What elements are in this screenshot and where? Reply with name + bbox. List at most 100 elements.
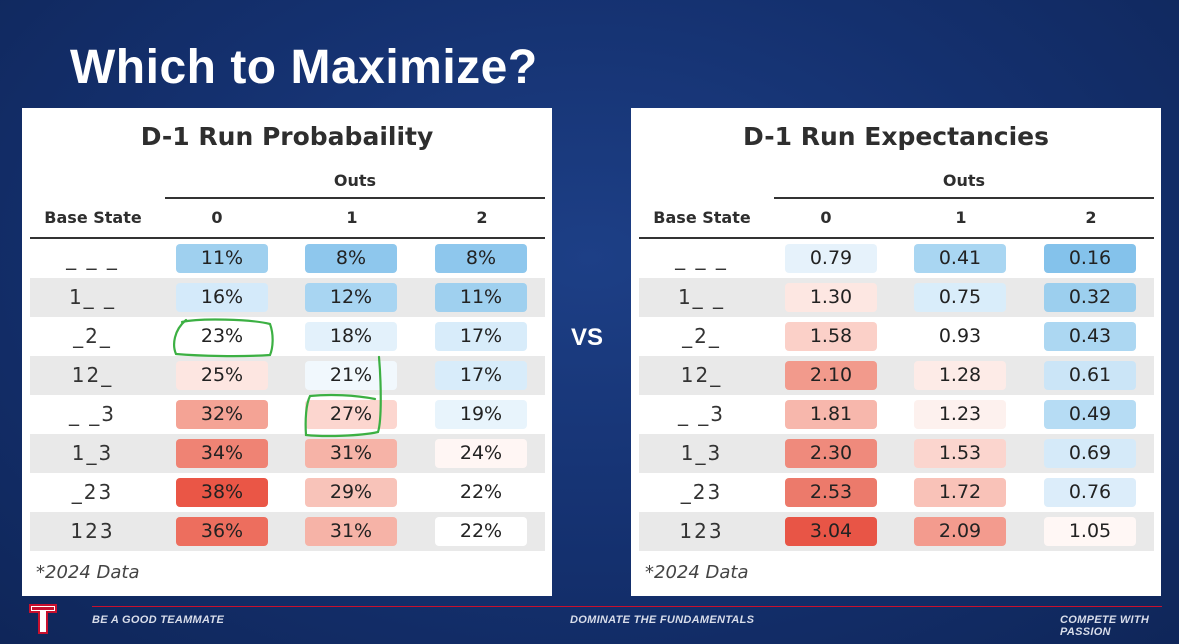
value-cell-1-outs: 31%	[305, 439, 397, 468]
table-body: _ _ _ 0.79 0.41 0.16 1_ _ 1.30 0.75 0.32 _2_ 1.58…	[639, 239, 1154, 551]
value-cell-2-outs: 0.76	[1044, 478, 1136, 507]
value-cell-0-outs: 1.58	[785, 322, 877, 351]
table-row: 1_3 2.30 1.53 0.69	[639, 434, 1154, 473]
value-cell-1-outs: 1.72	[914, 478, 1006, 507]
base-state-header: Base State	[44, 208, 142, 227]
table-row: 1_ _ 1.30 0.75 0.32	[639, 278, 1154, 317]
value-cell-0-outs: 2.53	[785, 478, 877, 507]
base-state-cell: _23	[680, 480, 723, 504]
table-row: 1_3 34% 31% 24%	[30, 434, 545, 473]
value-cell-0-outs: 2.30	[785, 439, 877, 468]
base-state-cell: _ _3	[677, 402, 726, 426]
column-header-0-outs: 0	[820, 208, 832, 227]
value-cell-2-outs: 19%	[435, 400, 527, 429]
table-title: D-1 Run Probabaility	[140, 122, 434, 151]
value-cell-2-outs: 0.49	[1044, 400, 1136, 429]
outs-group-header: Outs	[942, 171, 986, 190]
header-divider	[639, 237, 1154, 239]
base-state-cell: 1_ _	[68, 285, 117, 309]
column-header-2-outs: 2	[1085, 208, 1097, 227]
base-state-cell: _ _ _	[66, 246, 119, 270]
value-cell-0-outs: 34%	[176, 439, 268, 468]
value-cell-0-outs: 32%	[176, 400, 268, 429]
value-cell-2-outs: 24%	[435, 439, 527, 468]
value-cell-1-outs: 0.93	[914, 322, 1006, 351]
header-divider	[30, 237, 545, 239]
value-cell-1-outs: 21%	[305, 361, 397, 390]
table-body: _ _ _ 11% 8% 8% 1_ _ 16% 12% 11% _2_ 23% 18% 17% 12_…	[30, 239, 545, 551]
value-cell-1-outs: 2.09	[914, 517, 1006, 546]
run-expectancy-table: D-1 Run Expectancies Outs Base State 0 1…	[631, 108, 1161, 596]
value-cell-0-outs: 38%	[176, 478, 268, 507]
value-cell-0-outs: 23%	[176, 322, 268, 351]
table-row: 123 3.04 2.09 1.05	[639, 512, 1154, 551]
value-cell-0-outs: 25%	[176, 361, 268, 390]
value-cell-1-outs: 31%	[305, 517, 397, 546]
value-cell-0-outs: 1.81	[785, 400, 877, 429]
base-state-cell: _2_	[682, 324, 721, 348]
value-cell-2-outs: 0.43	[1044, 322, 1136, 351]
value-cell-1-outs: 0.75	[914, 283, 1006, 312]
value-cell-0-outs: 3.04	[785, 517, 877, 546]
column-header-0-outs: 0	[211, 208, 223, 227]
base-state-cell: _ _3	[68, 402, 117, 426]
base-state-cell: 1_3	[680, 441, 723, 465]
footer-motto-left: BE A GOOD TEAMMATE	[92, 614, 225, 626]
base-state-cell: _2_	[73, 324, 112, 348]
value-cell-2-outs: 0.69	[1044, 439, 1136, 468]
table-title: D-1 Run Expectancies	[743, 122, 1049, 151]
table-row: 12_ 2.10 1.28 0.61	[639, 356, 1154, 395]
column-header-2-outs: 2	[476, 208, 488, 227]
footer-divider	[92, 606, 1162, 607]
value-cell-2-outs: 1.05	[1044, 517, 1136, 546]
value-cell-2-outs: 8%	[435, 244, 527, 273]
value-cell-1-outs: 29%	[305, 478, 397, 507]
base-state-cell: _23	[71, 480, 114, 504]
value-cell-2-outs: 11%	[435, 283, 527, 312]
texas-rangers-t-logo-icon	[29, 604, 57, 634]
table-row: 123 36% 31% 22%	[30, 512, 545, 551]
base-state-cell: 123	[679, 519, 724, 543]
value-cell-2-outs: 0.32	[1044, 283, 1136, 312]
base-state-cell: _ _ _	[675, 246, 728, 270]
base-state-cell: 12_	[680, 363, 723, 387]
value-cell-2-outs: 17%	[435, 361, 527, 390]
column-header-1-out: 1	[955, 208, 967, 227]
table-row: _2_ 23% 18% 17%	[30, 317, 545, 356]
value-cell-1-outs: 8%	[305, 244, 397, 273]
run-probability-table: D-1 Run Probabaility Outs Base State 0 1…	[22, 108, 552, 596]
value-cell-1-outs: 27%	[305, 400, 397, 429]
base-state-cell: 12_	[71, 363, 114, 387]
table-row: 12_ 25% 21% 17%	[30, 356, 545, 395]
value-cell-0-outs: 11%	[176, 244, 268, 273]
table-row: _ _3 32% 27% 19%	[30, 395, 545, 434]
value-cell-2-outs: 0.61	[1044, 361, 1136, 390]
value-cell-0-outs: 2.10	[785, 361, 877, 390]
value-cell-2-outs: 22%	[435, 478, 527, 507]
value-cell-1-outs: 1.28	[914, 361, 1006, 390]
base-state-cell: 1_3	[71, 441, 114, 465]
table-row: _ _ _ 0.79 0.41 0.16	[639, 239, 1154, 278]
table-row: _23 38% 29% 22%	[30, 473, 545, 512]
value-cell-0-outs: 0.79	[785, 244, 877, 273]
value-cell-1-outs: 1.53	[914, 439, 1006, 468]
base-state-header: Base State	[653, 208, 751, 227]
table-footnote: *2024 Data	[36, 562, 140, 583]
table-row: _ _ _ 11% 8% 8%	[30, 239, 545, 278]
value-cell-1-outs: 12%	[305, 283, 397, 312]
value-cell-2-outs: 22%	[435, 517, 527, 546]
slide-title: Which to Maximize?	[70, 41, 538, 94]
value-cell-0-outs: 16%	[176, 283, 268, 312]
base-state-cell: 123	[70, 519, 115, 543]
vs-label: VS	[571, 324, 604, 351]
value-cell-0-outs: 36%	[176, 517, 268, 546]
value-cell-0-outs: 1.30	[785, 283, 877, 312]
value-cell-1-outs: 0.41	[914, 244, 1006, 273]
column-header-1-out: 1	[346, 208, 358, 227]
value-cell-1-outs: 18%	[305, 322, 397, 351]
outs-divider	[774, 197, 1154, 199]
value-cell-2-outs: 17%	[435, 322, 527, 351]
table-row: 1_ _ 16% 12% 11%	[30, 278, 545, 317]
table-row: _ _3 1.81 1.23 0.49	[639, 395, 1154, 434]
footer-motto-right: COMPETE WITH PASSION	[1060, 614, 1150, 638]
